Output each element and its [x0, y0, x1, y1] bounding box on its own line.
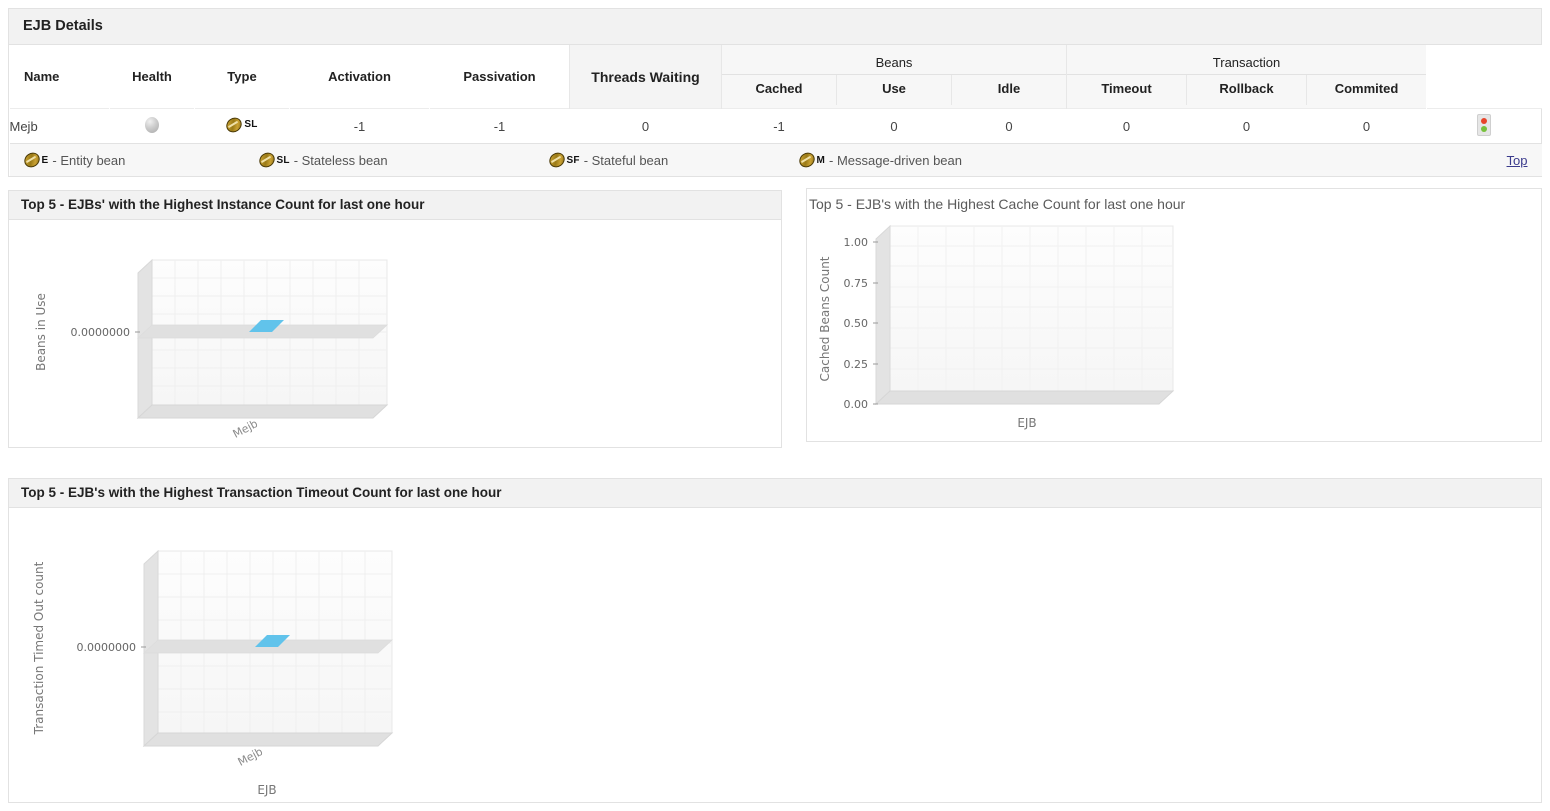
- bean-icon: [545, 149, 568, 171]
- legend-item-stateful: SF - Stateful bean: [545, 149, 799, 171]
- chart-body-instance-count: 0.0000000 Beans in Use Mejb EJB: [9, 220, 781, 448]
- column-group-transaction: Transaction Timeout Rollback Commited: [1066, 45, 1427, 109]
- legend-label-message-driven: - Message-driven bean: [829, 152, 962, 168]
- cell-txn-commited: 0: [1362, 118, 1371, 134]
- traffic-light-icon[interactable]: [1477, 113, 1491, 136]
- column-header-actions: [1426, 45, 1542, 109]
- column-header-health[interactable]: Health: [109, 45, 195, 109]
- x-axis-title: EJB: [257, 783, 276, 797]
- legend-item-entity: E - Entity bean: [20, 149, 259, 171]
- column-header-beans-cached[interactable]: Cached: [755, 81, 803, 96]
- group-title-beans: Beans: [875, 55, 913, 70]
- cell-type: SL: [194, 108, 290, 144]
- y-tick-label-1: 0.25: [844, 358, 869, 371]
- legend-tag-stateless: SL: [276, 154, 290, 166]
- cell-beans-idle: 0: [1005, 118, 1013, 134]
- column-header-threads-waiting[interactable]: Threads Waiting: [569, 45, 722, 109]
- bar-mejb[interactable]: [255, 635, 290, 647]
- legend-item-message-driven: M - Message-driven bean: [795, 149, 962, 171]
- gray-sphere-icon: [145, 116, 159, 133]
- cell-threads-waiting: 0: [569, 108, 722, 144]
- bean-icon: [255, 149, 278, 171]
- y-axis-title: Cached Beans Count: [818, 256, 832, 381]
- table-row[interactable]: Mejb SL -1 -1 0 -1: [9, 108, 1542, 144]
- legend-tag-message-driven: M: [816, 154, 826, 166]
- y-tick-label-2: 0.50: [844, 317, 869, 330]
- chart-title-instance-count: Top 5 - EJBs' with the Highest Instance …: [9, 191, 781, 220]
- column-header-name[interactable]: Name: [9, 45, 110, 109]
- y-tick-label: 0.0000000: [71, 326, 131, 339]
- legend-item-stateless: SL - Stateless bean: [255, 149, 549, 171]
- x-axis-title: EJB: [1017, 416, 1036, 430]
- chart-title-cache-count: Top 5 - EJB's with the Highest Cache Cou…: [809, 196, 1186, 212]
- group-title-transaction: Transaction: [1212, 55, 1281, 70]
- chart-panel-transaction-timeout: Top 5 - EJB's with the Highest Transacti…: [8, 478, 1542, 803]
- bar-mejb[interactable]: [249, 320, 284, 332]
- chart-svg-transaction-timeout[interactable]: 0.0000000 Transaction Timed Out count Me…: [9, 508, 1541, 803]
- ejb-details-panel: EJB Details Name Health Type Activation …: [8, 8, 1542, 177]
- cell-activation: -1: [289, 108, 430, 144]
- cell-health: [109, 108, 195, 144]
- cell-beans-group: -1 0 0: [721, 108, 1067, 144]
- column-header-activation[interactable]: Activation: [289, 45, 430, 109]
- chart-title-transaction-timeout: Top 5 - EJB's with the Highest Transacti…: [9, 479, 1541, 508]
- ejb-details-title: EJB Details: [9, 9, 1541, 45]
- chart-svg-instance-count[interactable]: 0.0000000 Beans in Use Mejb EJB: [9, 220, 781, 448]
- table-header-row: Name Health Type Activation Passivation …: [9, 45, 1542, 109]
- legend-row: E - Entity bean SL - Stateless bean SF -…: [9, 143, 1542, 176]
- column-group-beans: Beans Cached Use Idle: [721, 45, 1067, 109]
- chart-panel-cache-count: Top 5 - EJB's with the Highest Cache Cou…: [806, 188, 1542, 442]
- y-tick-label: 0.0000000: [77, 641, 137, 654]
- cell-txn-rollback: 0: [1242, 118, 1251, 134]
- cell-name: Mejb: [9, 108, 110, 144]
- bean-type-tag: SL: [244, 119, 258, 130]
- y-axis-title: Transaction Timed Out count: [32, 561, 46, 735]
- y-tick-label-3: 0.75: [844, 277, 869, 290]
- cell-passivation: -1: [429, 108, 570, 144]
- cell-actions: [1426, 108, 1542, 144]
- y-axis-title: Beans in Use: [34, 293, 48, 371]
- column-header-beans-idle[interactable]: Idle: [951, 75, 1066, 105]
- cell-txn-timeout: 0: [1122, 118, 1131, 134]
- top-link[interactable]: Top: [1506, 152, 1528, 168]
- chart-body-cache-count: Top 5 - EJB's with the Highest Cache Cou…: [807, 189, 1541, 441]
- y-tick-label-0: 0.00: [844, 398, 869, 411]
- cell-transaction-group: 0 0 0: [1066, 108, 1427, 144]
- bean-icon: [20, 149, 43, 171]
- cell-beans-use: 0: [890, 118, 898, 134]
- legend-tag-entity: E: [41, 154, 49, 166]
- bean-icon: [795, 149, 818, 171]
- column-header-passivation[interactable]: Passivation: [429, 45, 570, 109]
- chart-panel-instance-count: Top 5 - EJBs' with the Highest Instance …: [8, 190, 782, 448]
- cell-beans-cached: -1: [773, 118, 785, 134]
- column-header-beans-use[interactable]: Use: [836, 75, 951, 105]
- y-tick-label-4: 1.00: [844, 236, 869, 249]
- legend-tag-stateful: SF: [566, 154, 580, 166]
- chart-svg-cache-count[interactable]: Top 5 - EJB's with the Highest Cache Cou…: [807, 189, 1541, 441]
- x-category-label: Mejb: [236, 745, 265, 769]
- column-header-txn-timeout[interactable]: Timeout: [1101, 81, 1152, 96]
- chart-body-transaction-timeout: 0.0000000 Transaction Timed Out count Me…: [9, 508, 1541, 803]
- bean-icon: [223, 114, 245, 135]
- legend-label-entity: - Entity bean: [52, 152, 126, 168]
- ejb-details-table: Name Health Type Activation Passivation …: [9, 45, 1542, 176]
- column-header-type[interactable]: Type: [194, 45, 290, 109]
- legend-label-stateless: - Stateless bean: [293, 152, 388, 168]
- column-header-txn-commited[interactable]: Commited: [1306, 75, 1426, 105]
- x-category-label: Mejb: [231, 417, 260, 441]
- column-header-txn-rollback[interactable]: Rollback: [1186, 75, 1306, 105]
- legend-label-stateful: - Stateful bean: [583, 152, 669, 168]
- legend-cell: E - Entity bean SL - Stateless bean SF -…: [9, 143, 1542, 176]
